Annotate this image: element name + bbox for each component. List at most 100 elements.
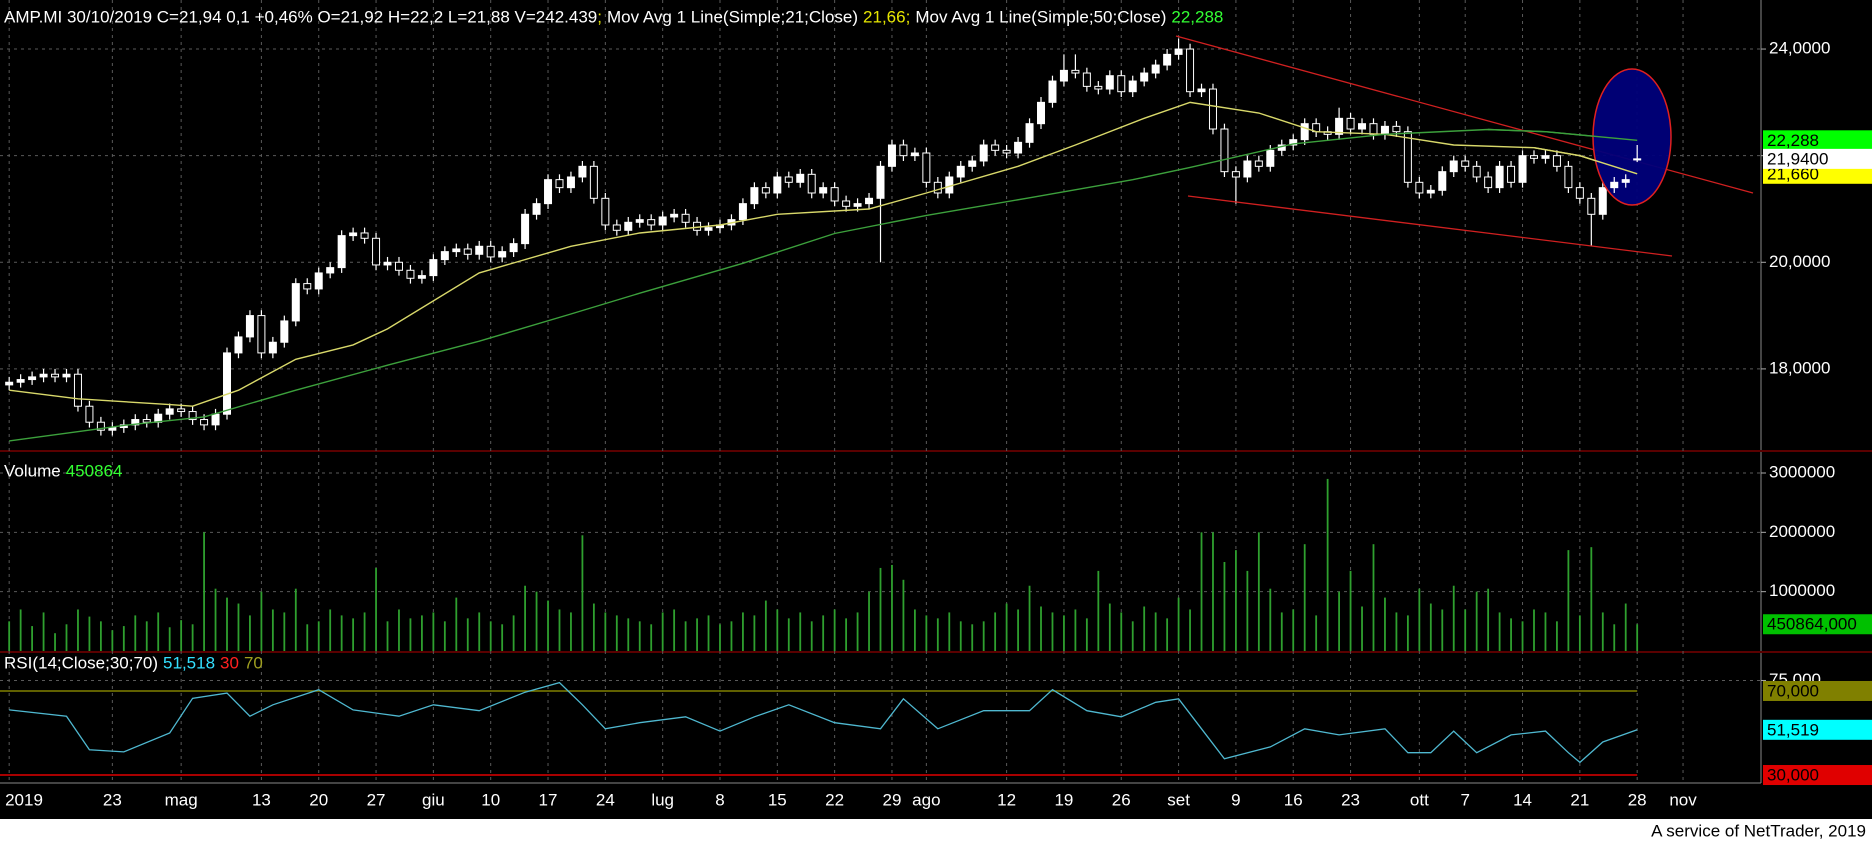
candle-body — [1392, 125, 1401, 133]
x-tick-label: 23 — [1341, 790, 1360, 809]
volume-bar — [466, 618, 469, 651]
candle-body — [1082, 72, 1091, 87]
volume-bar — [1498, 612, 1501, 651]
moving-average-line — [9, 101, 1638, 407]
candle-body — [1071, 69, 1080, 74]
candle-body — [910, 152, 919, 157]
candle-body — [1220, 128, 1229, 173]
volume-bar — [409, 618, 412, 651]
candle-body — [1518, 155, 1527, 183]
candle-body — [1300, 123, 1309, 141]
y-tick-label: 1000000 — [1769, 581, 1835, 600]
candle-body — [142, 419, 151, 423]
candle-body — [5, 381, 14, 386]
footer-bar — [0, 819, 1872, 844]
volume-bar — [134, 615, 137, 651]
candle-body — [1014, 141, 1023, 154]
volume-bar — [42, 612, 45, 651]
candle-body — [601, 197, 610, 226]
volume-bar — [1521, 621, 1524, 651]
volume-bar — [1120, 612, 1123, 651]
volume-bar — [742, 612, 744, 651]
candle-body — [73, 373, 82, 407]
candle-body — [578, 165, 587, 178]
volume-bar — [260, 591, 263, 651]
candle-body — [1541, 155, 1550, 159]
volume-bar — [913, 609, 916, 651]
volume-bar — [1487, 588, 1490, 651]
volume-bar — [592, 603, 595, 651]
volume-bar — [283, 612, 286, 651]
volume-bar — [363, 612, 366, 651]
volume-bar — [810, 621, 813, 651]
volume-bar — [1235, 550, 1237, 651]
candle-body — [1208, 88, 1217, 130]
volume-bar — [501, 624, 504, 651]
volume-bar — [891, 564, 893, 651]
x-tick-label: 10 — [481, 790, 500, 809]
volume-bar — [1590, 547, 1593, 651]
volume-bar — [1017, 609, 1019, 651]
candle-body — [1197, 88, 1206, 93]
header-text: 51,518 — [163, 653, 215, 672]
volume-bar — [570, 612, 572, 651]
volume-bar — [1533, 609, 1535, 651]
volume-bar — [1418, 588, 1421, 651]
candle-body — [1174, 48, 1183, 55]
candle-body — [761, 187, 770, 194]
volume-bar — [1636, 624, 1639, 651]
x-tick-label: 27 — [367, 790, 386, 809]
volume-bar — [1395, 612, 1398, 651]
candle-body — [1403, 131, 1412, 183]
volume-bar — [455, 597, 458, 651]
candle-body — [1266, 149, 1275, 167]
moving-average-line — [1533, 147, 1638, 175]
volume-bar — [180, 620, 183, 651]
volume-bar — [1349, 570, 1352, 651]
volume-bar — [959, 621, 962, 651]
volume-bar — [432, 612, 435, 651]
candle-body — [1117, 75, 1126, 93]
volume-bar — [925, 615, 928, 651]
header-text: RSI(14;Close;30;70) — [4, 653, 158, 672]
x-tick-label: 12 — [997, 790, 1016, 809]
volume-bar — [1200, 532, 1203, 651]
candle-body — [417, 275, 426, 279]
rsi-line — [9, 681, 1638, 764]
x-tick-label: 23 — [103, 790, 122, 809]
volume-bar — [1189, 609, 1191, 651]
volume-bar — [1269, 588, 1272, 651]
candle-body — [28, 376, 37, 381]
volume-bar — [352, 618, 355, 651]
candle-body — [681, 213, 690, 223]
x-tick-label: set — [1167, 790, 1190, 809]
volume-bar — [157, 612, 160, 651]
candle-body — [1105, 75, 1114, 90]
volume-bar — [1223, 561, 1226, 651]
volume-bar — [145, 621, 148, 651]
moving-average-line — [1488, 128, 1638, 141]
volume-bar — [1051, 612, 1054, 651]
volume-bar — [627, 618, 630, 651]
volume-bar — [1246, 570, 1249, 651]
candle-body — [268, 341, 277, 354]
candle-body — [1358, 123, 1367, 130]
candle-body — [1598, 187, 1607, 215]
volume-bar — [512, 615, 515, 651]
candle-body — [865, 197, 874, 205]
candle-body — [1243, 160, 1252, 178]
candle-body — [624, 221, 633, 231]
candle-body — [1552, 155, 1561, 167]
volume-bar — [88, 616, 91, 651]
candle-body — [1449, 160, 1458, 173]
value-marker-label: 51,519 — [1767, 720, 1819, 739]
volume-bar — [489, 621, 492, 651]
candle-body — [532, 203, 541, 215]
volume-bar — [684, 621, 687, 651]
candle-body — [922, 152, 931, 183]
candle-body — [1415, 181, 1424, 194]
value-marker — [1763, 148, 1872, 169]
candle-body — [486, 245, 495, 258]
volume-bar — [1303, 544, 1306, 651]
